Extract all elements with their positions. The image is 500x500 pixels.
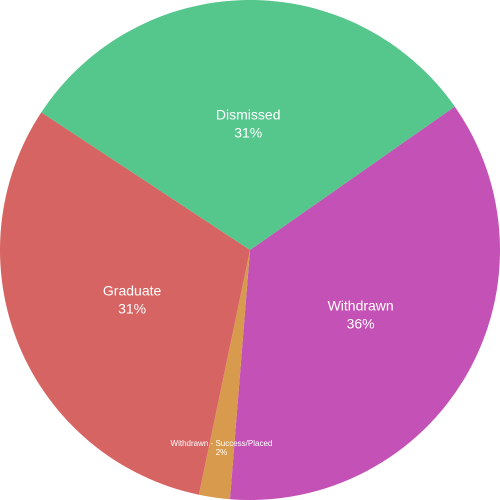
pie-labels: Withdrawn 36% Withdrawn - Success/Placed2%… [103,107,394,457]
slice-percent: 31% [118,301,146,317]
slice-percent: 31% [234,125,262,141]
slice-percent: 2% [216,448,228,457]
slice-label: Withdrawn - Success/Placed [171,439,273,448]
slice-label: Graduate [103,283,162,299]
pie-slice-dismissed [41,0,455,250]
pie-slice-withdrawn-success-placed [198,250,250,500]
slice-percent: 36% [347,315,375,331]
slice-label: Withdrawn [328,297,394,313]
slice-label: Dismissed [216,107,281,123]
pie-slice-withdrawn [229,106,500,500]
pie-slice-graduate [0,112,250,495]
